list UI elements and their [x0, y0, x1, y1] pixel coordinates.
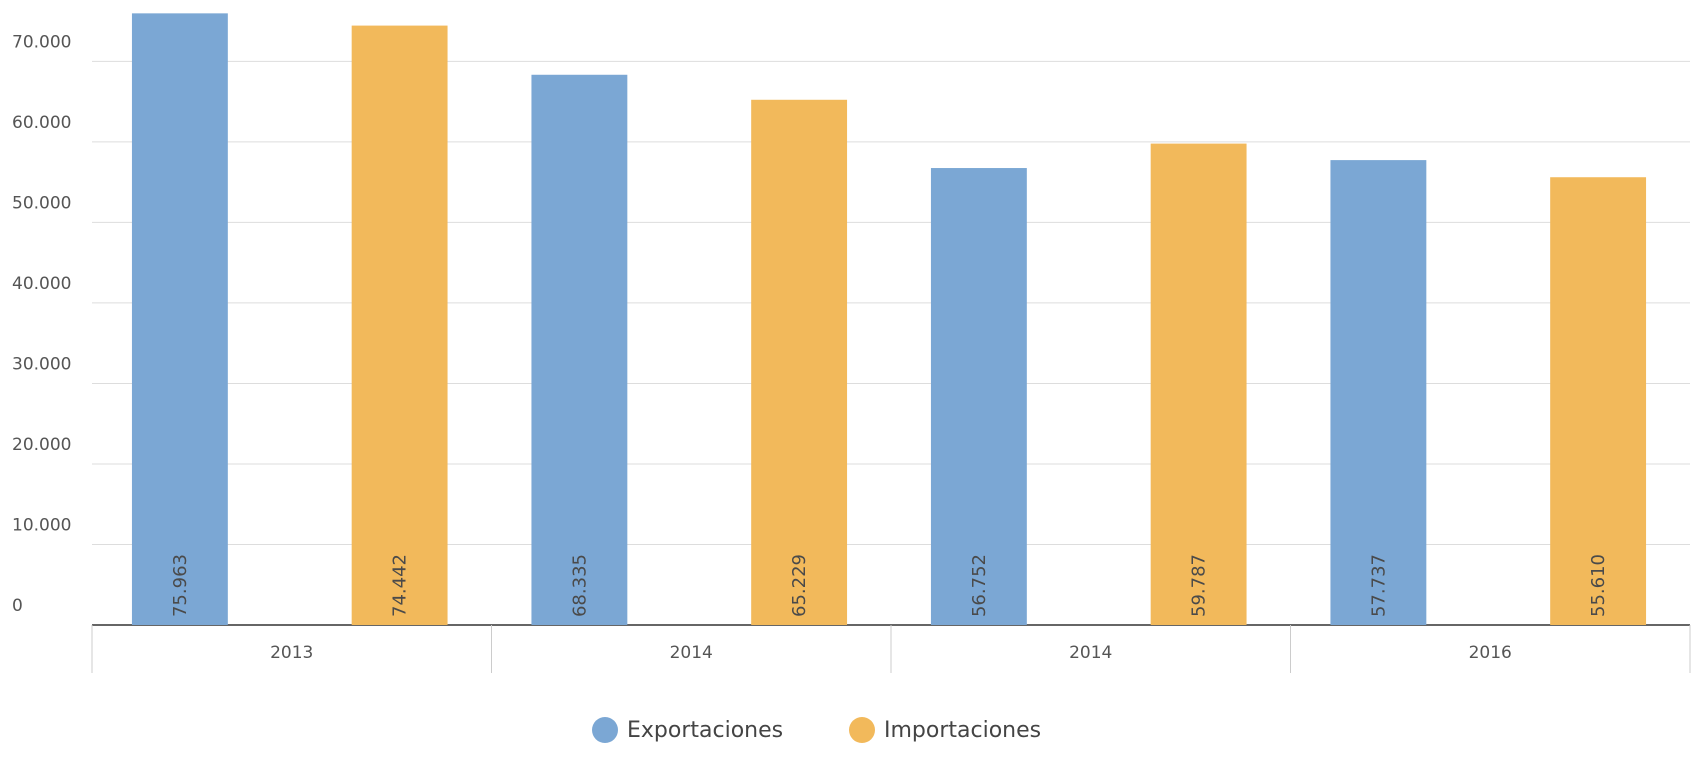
y-tick-label: 40.000: [12, 274, 71, 294]
y-tick-label: 0: [12, 596, 23, 616]
legend-label: Exportaciones: [627, 718, 783, 743]
data-label: 57.737: [1368, 554, 1389, 617]
data-label: 55.610: [1588, 554, 1609, 617]
x-tick-label: 2013: [270, 643, 313, 663]
y-tick-label: 30.000: [12, 354, 71, 374]
bar: [1330, 160, 1427, 625]
bar: [751, 99, 848, 625]
bar: [930, 168, 1027, 626]
data-label: 59.787: [1189, 554, 1210, 617]
bar: [351, 25, 448, 626]
x-tick-label: 2016: [1469, 643, 1512, 663]
legend-marker: [849, 717, 875, 743]
legend-marker: [592, 717, 618, 743]
x-tick-label: 2014: [1069, 643, 1112, 663]
y-tick-label: 20.000: [12, 435, 71, 455]
data-label: 68.335: [569, 554, 590, 617]
data-label: 74.442: [390, 554, 411, 617]
bar: [531, 74, 628, 625]
y-tick-label: 10.000: [12, 515, 71, 535]
bar: [131, 13, 228, 626]
data-label: 56.752: [969, 554, 990, 617]
bar: [1550, 177, 1647, 625]
y-tick-label: 50.000: [12, 193, 71, 213]
y-tick-label: 70.000: [12, 32, 71, 52]
y-tick-label: 60.000: [12, 113, 71, 133]
data-label: 65.229: [789, 554, 810, 617]
data-label: 75.963: [170, 554, 191, 617]
legend-label: Importaciones: [884, 718, 1041, 743]
x-tick-label: 2014: [670, 643, 713, 663]
bar: [1150, 143, 1247, 625]
